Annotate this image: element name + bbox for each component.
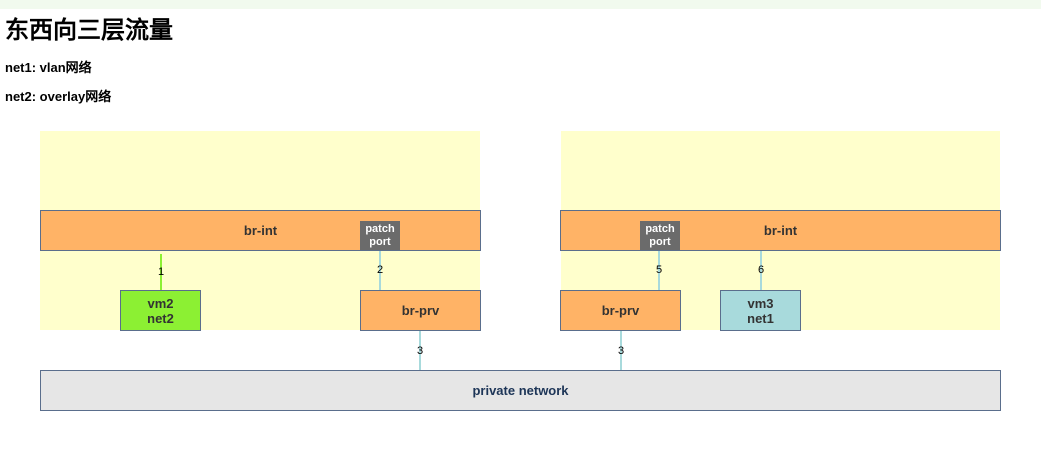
link-2 bbox=[379, 250, 381, 290]
link-5 bbox=[658, 250, 660, 290]
right-br-prv: br-prv bbox=[560, 290, 681, 331]
right-patch-port-label: patch port bbox=[645, 222, 675, 248]
right-patch-port: patch port bbox=[640, 221, 680, 250]
page-title: 东西向三层流量 bbox=[5, 17, 173, 44]
left-br-prv: br-prv bbox=[360, 290, 481, 331]
right-br-int-label: br-int bbox=[763, 223, 798, 238]
vm2-net2: vm2 net2 bbox=[120, 290, 201, 331]
link-6 bbox=[760, 250, 762, 290]
vm2-label: vm2 net2 bbox=[147, 295, 174, 326]
link-label-5: 5 bbox=[655, 264, 663, 276]
link-label-6: 6 bbox=[757, 264, 765, 276]
left-br-int: br-int bbox=[40, 210, 481, 251]
vm3-net1: vm3 net1 bbox=[720, 290, 801, 331]
net1-legend: net1: vlan网络 bbox=[5, 60, 92, 75]
private-network: private network bbox=[40, 370, 1001, 411]
link-3-right bbox=[620, 330, 622, 370]
top-bar bbox=[0, 0, 1041, 9]
left-patch-port: patch port bbox=[360, 221, 400, 250]
link-3-left bbox=[419, 330, 421, 370]
left-patch-port-label: patch port bbox=[365, 222, 395, 248]
private-network-label: private network bbox=[472, 383, 569, 398]
link-label-1: 1 bbox=[157, 266, 165, 278]
left-br-prv-label: br-prv bbox=[401, 303, 440, 318]
link-label-2: 2 bbox=[376, 264, 384, 276]
right-br-int: br-int bbox=[560, 210, 1001, 251]
right-br-prv-label: br-prv bbox=[601, 303, 640, 318]
link-label-3-right: 3 bbox=[617, 345, 625, 357]
link-label-3-left: 3 bbox=[416, 345, 424, 357]
net2-legend: net2: overlay网络 bbox=[5, 89, 112, 104]
left-br-int-label: br-int bbox=[243, 223, 278, 238]
vm3-label: vm3 net1 bbox=[747, 295, 774, 326]
link-1 bbox=[160, 254, 162, 290]
